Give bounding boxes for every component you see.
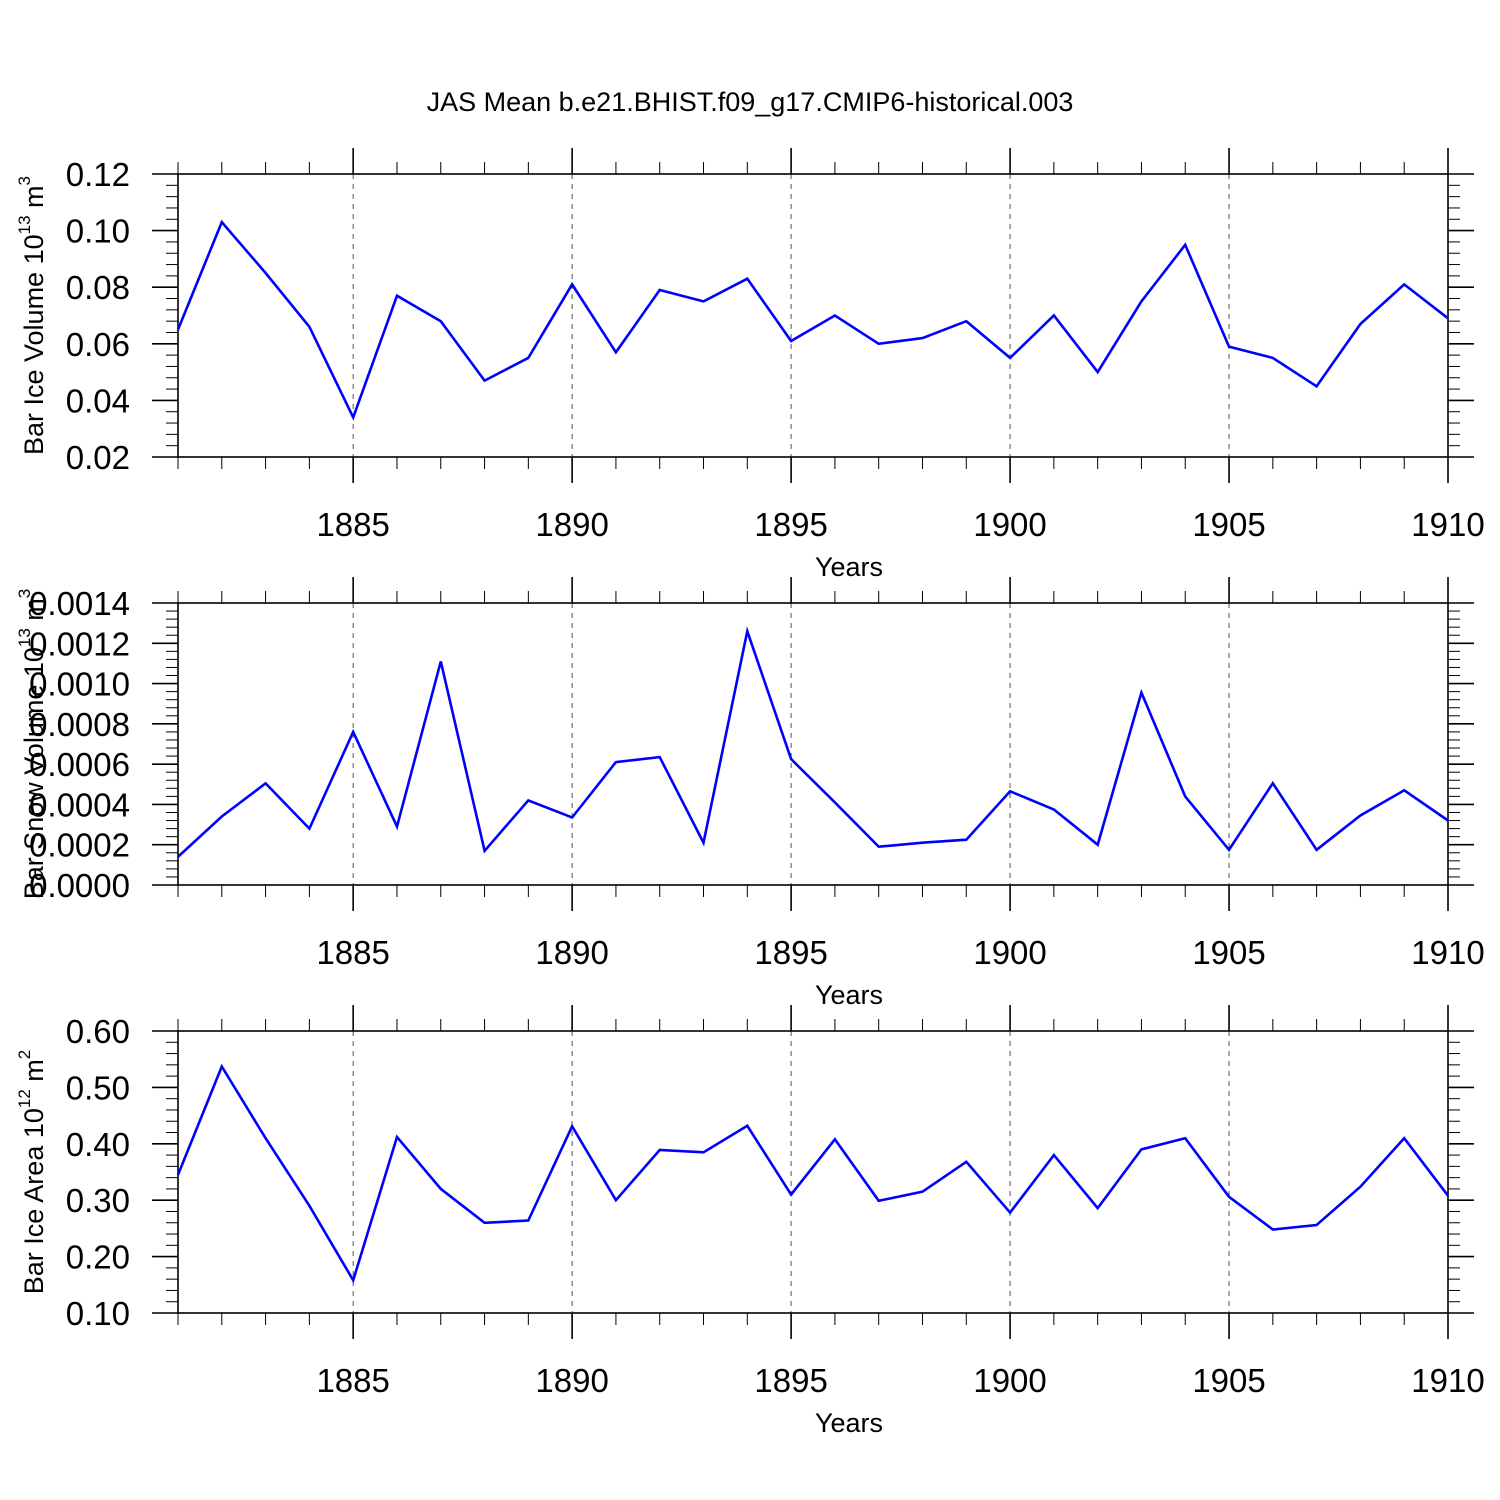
- y-axis-label: Bar Ice Area 1012 m2: [15, 1050, 49, 1295]
- axis-ticks: [152, 577, 1474, 911]
- x-tick-label: 1910: [1411, 506, 1484, 543]
- y-axis-label-prefix: Bar Ice Area 10: [19, 1108, 49, 1294]
- y-tick-label: 0.0002: [29, 827, 130, 864]
- y-tick-label: 0.40: [66, 1126, 130, 1163]
- y-tick-label: 0.0012: [29, 625, 130, 662]
- x-tick-labels: 1885 1890 1895 1900 1905 1910: [316, 506, 1484, 543]
- y-axis-label-prefix: Bar Snow Volume 10: [19, 647, 49, 899]
- y-axis-label-unit: m: [19, 598, 49, 628]
- x-tick-label: 1890: [535, 934, 608, 971]
- x-tick-label: 1890: [535, 506, 608, 543]
- plot-frame: [177, 602, 1449, 886]
- y-tick-label: 0.20: [66, 1239, 130, 1276]
- series-line: [176, 1063, 1450, 1284]
- y-tick-label: 0.30: [66, 1182, 130, 1219]
- x-tick-label: 1905: [1192, 934, 1265, 971]
- x-tick-label: 1910: [1411, 1362, 1484, 1399]
- y-axis-label-unit-exponent: 3: [15, 589, 34, 598]
- y-tick-label: 0.0008: [29, 706, 130, 743]
- y-tick-label: 0.10: [66, 1295, 130, 1332]
- x-tick-label: 1885: [316, 1362, 389, 1399]
- x-tick-label: 1895: [754, 934, 827, 971]
- y-tick-label: 0.50: [66, 1069, 130, 1106]
- y-tick-label: 0.0000: [29, 867, 130, 904]
- x-tick-label: 1905: [1192, 506, 1265, 543]
- y-axis-label-exponent: 13: [15, 628, 34, 647]
- y-tick-label: 0.02: [66, 439, 130, 476]
- panel-ice-volume: 0.02 0.04 0.06 0.08 0.10 0.12 1885 1890 1895 190…: [15, 148, 1485, 582]
- x-tick-labels: 1885 1890 1895 1900 1905 1910: [316, 934, 1484, 971]
- x-tick-label: 1900: [973, 506, 1046, 543]
- x-tick-label: 1895: [754, 506, 827, 543]
- y-axis-label-unit-exponent: 2: [15, 1050, 34, 1059]
- y-tick-label: 0.0010: [29, 666, 130, 703]
- x-axis-label: Years: [815, 1408, 883, 1438]
- x-tick-label: 1910: [1411, 934, 1484, 971]
- x-tick-label: 1905: [1192, 1362, 1265, 1399]
- x-tick-label: 1895: [754, 1362, 827, 1399]
- y-axis-label: Bar Snow Volume 1013 m3: [15, 589, 49, 900]
- y-axis-label-unit: m: [19, 185, 49, 215]
- y-axis-label-exponent: 12: [15, 1089, 34, 1108]
- x-tick-label: 1890: [535, 1362, 608, 1399]
- y-tick-labels: 0.10 0.20 0.30 0.40 0.50 0.60: [66, 1013, 130, 1332]
- y-axis-label-prefix: Bar Ice Volume 10: [19, 234, 49, 455]
- y-tick-label: 0.12: [66, 156, 130, 193]
- x-tick-label: 1900: [973, 1362, 1046, 1399]
- y-axis-label-exponent: 13: [15, 215, 34, 234]
- x-tick-label: 1900: [973, 934, 1046, 971]
- y-tick-labels: 0.02 0.04 0.06 0.08 0.10 0.12: [66, 156, 130, 476]
- chart-title: JAS Mean b.e21.BHIST.f09_g17.CMIP6-histo…: [427, 87, 1074, 117]
- x-tick-labels: 1885 1890 1895 1900 1905 1910: [316, 1362, 1484, 1399]
- y-tick-label: 0.10: [66, 213, 130, 250]
- plot-frame: [177, 173, 1449, 458]
- y-tick-label: 0.0004: [29, 786, 130, 823]
- panel-ice-area: 0.10 0.20 0.30 0.40 0.50 0.60 1885 1890 1895 190…: [15, 1005, 1485, 1438]
- x-tick-label: 1885: [316, 506, 389, 543]
- y-tick-label: 0.04: [66, 382, 130, 419]
- x-tick-label: 1885: [316, 934, 389, 971]
- axis-ticks: [152, 148, 1474, 483]
- axis-ticks: [152, 1005, 1474, 1339]
- series-line: [176, 219, 1449, 421]
- y-tick-label: 0.60: [66, 1013, 130, 1050]
- y-tick-label: 0.0014: [29, 585, 130, 622]
- x-axis-label: Years: [815, 552, 883, 582]
- y-tick-label: 0.06: [66, 326, 130, 363]
- x-axis-label: Years: [815, 980, 883, 1010]
- y-tick-label: 0.08: [66, 269, 130, 306]
- y-axis-label-unit: m: [19, 1059, 49, 1089]
- y-axis-label-unit-exponent: 3: [15, 176, 34, 185]
- y-tick-label: 0.0006: [29, 746, 130, 783]
- series-line: [177, 626, 1449, 858]
- y-axis-label: Bar Ice Volume 1013 m3: [15, 176, 49, 455]
